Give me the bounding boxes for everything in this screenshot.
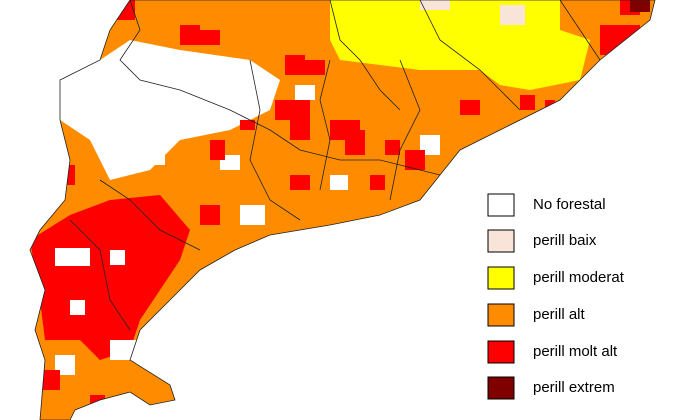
legend-label: perill extrem — [533, 379, 615, 396]
legend-label: perill baix — [533, 232, 597, 249]
legend-swatch — [487, 229, 515, 253]
legend: No forestal perill baix perill moderat peri… — [487, 193, 625, 400]
legend-label: perill molt alt — [533, 343, 618, 360]
legend-swatch — [487, 303, 515, 327]
region-borders — [69, 0, 601, 331]
legend-label: perill alt — [533, 306, 586, 323]
legend-swatch — [487, 376, 515, 400]
legend-label: perill moderat — [533, 269, 625, 286]
legend-swatch — [487, 340, 515, 364]
legend-label: No forestal — [533, 196, 606, 213]
map-outline — [29, 0, 656, 420]
legend-swatch — [487, 266, 515, 290]
legend-swatch — [487, 193, 515, 217]
